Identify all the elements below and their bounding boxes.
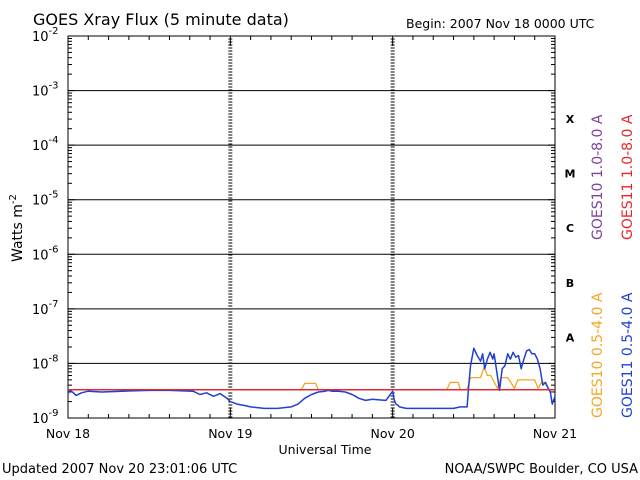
y-tick-label: 10-7 [32,299,59,318]
x-axis-label: Universal Time [279,442,372,457]
y-tick-label-exp: -9 [49,408,59,419]
x-tick-label: Nov 19 [208,426,252,441]
y-axis-label-base: Watts m [10,204,26,262]
legend-entry: GOES10 1.0-8.0 A [590,114,606,240]
y-tick-label-base: 10 [32,412,49,427]
flare-class-label: A [566,331,575,344]
legend-entry: GOES11 0.5-4.0 A [620,292,636,418]
y-tick-label-exp: -4 [49,135,59,146]
y-tick-label: 10-5 [32,190,59,209]
y-tick-label: 10-8 [32,353,59,372]
y-axis-label-exp: -2 [8,194,19,204]
y-tick-label-exp: -6 [49,244,59,255]
y-tick-label-exp: -7 [49,299,59,310]
y-tick-label: 10-3 [32,81,59,100]
flare-class-label: M [565,168,576,181]
y-tick-label: 10-4 [32,135,59,154]
begin-label: Begin: 2007 Nov 18 0000 UTC [406,16,595,31]
y-tick-label-base: 10 [32,303,49,318]
y-tick-label-base: 10 [32,357,49,372]
y-tick-label-exp: -5 [49,190,59,201]
flare-class-label: X [566,113,575,126]
grid-lines [68,90,555,364]
y-axis-ticks: 10-210-310-410-510-610-710-810-9 [32,26,555,427]
flare-class-label: B [566,277,574,290]
y-tick-label-exp: -3 [49,81,59,92]
y-tick-label-base: 10 [32,85,49,100]
y-tick-label: 10-9 [32,408,59,427]
y-tick-label-base: 10 [32,139,49,154]
flare-class-labels: X M C B A [565,113,576,344]
y-tick-label-exp: -2 [49,26,59,37]
flare-class-label: C [566,222,574,235]
y-tick-label-base: 10 [32,248,49,263]
x-tick-label: Nov 21 [533,426,577,441]
y-axis-label: Watts m-2 [8,194,26,262]
x-tick-label: Nov 18 [46,426,90,441]
legend-entry: GOES11 1.0-8.0 A [620,114,636,240]
chart-title: GOES Xray Flux (5 minute data) [33,10,289,29]
series-line-goes11-0-5-4-0-a [67,347,556,410]
y-tick-label-base: 10 [32,194,49,209]
data-series [67,347,556,410]
y-tick-label-exp: -8 [49,353,59,364]
updated-timestamp: Updated 2007 Nov 20 23:01:06 UTC [2,462,237,477]
legend: GOES10 1.0-8.0 A GOES11 1.0-8.0 A GOES10 0… [590,114,636,418]
x-tick-label: Nov 20 [371,426,415,441]
y-tick-label: 10-2 [32,26,59,45]
x-axis-ticks: Nov 18 Nov 19 Nov 20 Nov 21 [46,36,577,441]
y-tick-label: 10-6 [32,244,59,263]
credit-label: NOAA/SWPC Boulder, CO USA [445,462,638,477]
legend-entry: GOES10 0.5-4.0 A [590,292,606,418]
y-tick-label-base: 10 [32,30,49,45]
